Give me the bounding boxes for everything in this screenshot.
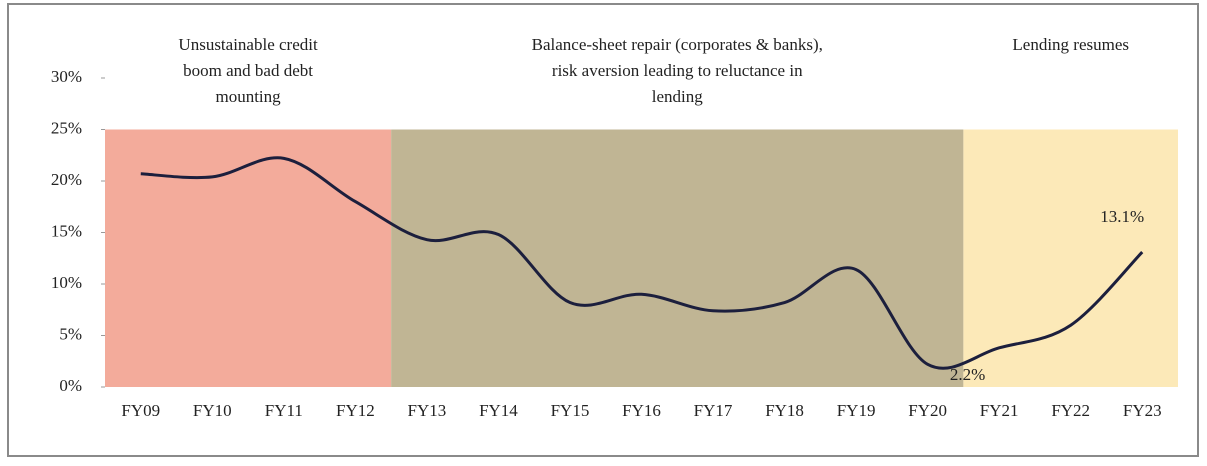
region-label: Lending resumes [1012,35,1129,54]
line-series [140,156,1144,370]
region-band [963,129,1178,387]
y-tick-label: 5% [59,324,82,343]
y-tick-label: 15% [51,221,82,240]
x-tick-label: FY20 [908,401,947,420]
data-label: 13.1% [1100,207,1144,226]
x-tick-label: FY09 [121,401,160,420]
region-label: Unsustainable credit [178,35,318,54]
x-tick-label: FY18 [765,401,804,420]
region-label: mounting [215,87,281,106]
region-label: Balance-sheet repair (corporates & banks… [532,35,823,54]
x-tick-label: FY17 [694,401,733,420]
region-label: lending [652,87,703,106]
y-tick-label: 30% [51,67,82,86]
region-label: boom and bad debt [183,61,313,80]
y-tick-label: 0% [59,376,82,395]
x-tick-label: FY21 [980,401,1019,420]
x-tick-label: FY22 [1051,401,1090,420]
x-tick-label: FY23 [1123,401,1162,420]
x-tick-label: FY16 [622,401,661,420]
x-tick-label: FY15 [551,401,590,420]
y-tick-label: 25% [51,118,82,137]
x-tick-label: FY10 [193,401,232,420]
x-tick-label: FY19 [837,401,876,420]
y-tick-label: 20% [51,170,82,189]
data-label: 2.2% [950,365,985,384]
region-band [391,129,964,387]
x-tick-label: FY11 [265,401,303,420]
x-tick-label: FY12 [336,401,375,420]
x-tick-label: FY14 [479,401,518,420]
region-band [105,129,392,387]
y-tick-label: 10% [51,273,82,292]
region-label: risk aversion leading to reluctance in [552,61,803,80]
x-tick-label: FY13 [408,401,447,420]
